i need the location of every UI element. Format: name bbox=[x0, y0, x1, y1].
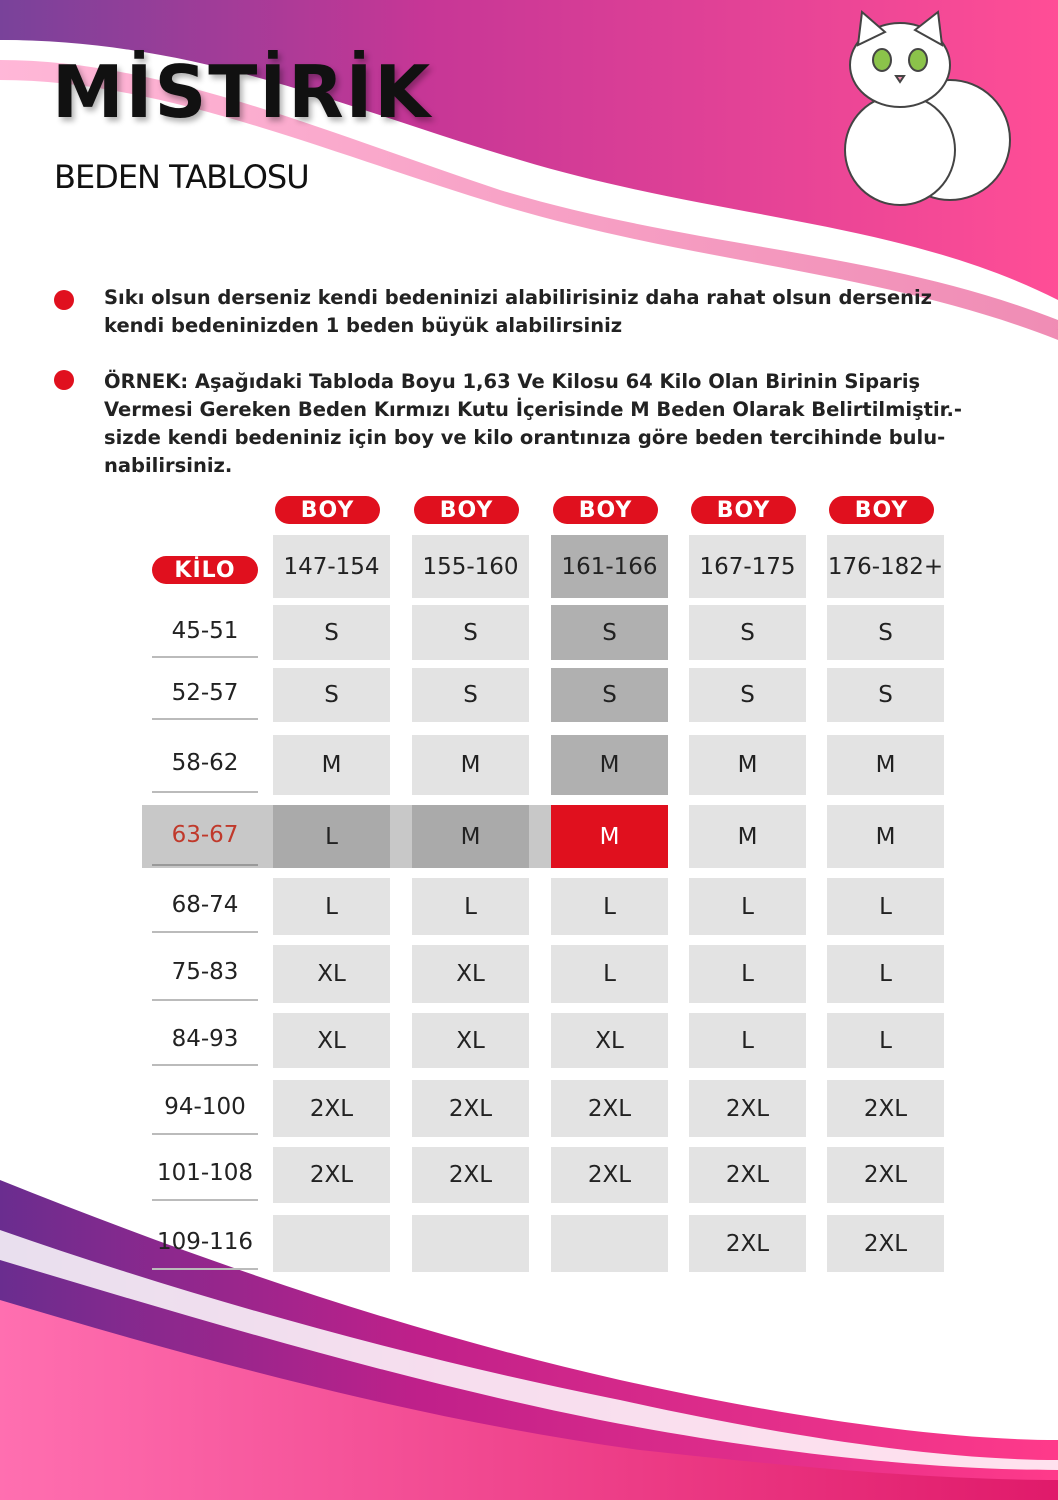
kilo-range: 45-51 bbox=[152, 605, 258, 658]
size-cell: S bbox=[551, 605, 668, 660]
size-cell: 2XL bbox=[827, 1147, 944, 1203]
kilo-range: 63-67 bbox=[152, 805, 258, 866]
size-cell: S bbox=[551, 668, 668, 722]
note: ÖRNEK: Aşağıdaki Tabloda Boyu 1,63 Ve Ki… bbox=[104, 370, 963, 477]
size-cell: L bbox=[273, 805, 390, 868]
boy-label: BOY bbox=[414, 496, 519, 524]
kilo-label: KİLO bbox=[152, 556, 258, 584]
size-cell: M bbox=[412, 805, 529, 868]
size-cell bbox=[551, 1215, 668, 1272]
boy-label: BOY bbox=[275, 496, 380, 524]
size-cell: S bbox=[689, 605, 806, 660]
size-cell: S bbox=[412, 668, 529, 722]
boy-label: BOY bbox=[691, 496, 796, 524]
size-cell: M bbox=[827, 735, 944, 795]
size-cell: 2XL bbox=[689, 1147, 806, 1203]
size-cell: S bbox=[412, 605, 529, 660]
kilo-range: 58-62 bbox=[152, 735, 258, 793]
size-cell: L bbox=[689, 878, 806, 935]
bullet bbox=[54, 290, 74, 310]
size-cell: L bbox=[551, 878, 668, 935]
kilo-range: 75-83 bbox=[152, 945, 258, 1001]
size-cell: L bbox=[827, 1013, 944, 1068]
kilo-range: 109-116 bbox=[152, 1215, 258, 1270]
kilo-range: 68-74 bbox=[152, 878, 258, 933]
note: Sıkı olsun derseniz kendi bedeninizi ala… bbox=[104, 286, 933, 337]
size-cell: 2XL bbox=[273, 1147, 390, 1203]
size-cell bbox=[412, 1215, 529, 1272]
size-cell: 2XL bbox=[412, 1147, 529, 1203]
size-cell: L bbox=[689, 945, 806, 1003]
size-cell: M bbox=[827, 805, 944, 868]
size-cell: S bbox=[827, 605, 944, 660]
size-cell: 2XL bbox=[412, 1080, 529, 1137]
size-cell: XL bbox=[551, 1013, 668, 1068]
brand-title: MİSTİRİK bbox=[52, 50, 433, 134]
size-cell: XL bbox=[412, 945, 529, 1003]
size-cell: 2XL bbox=[551, 1147, 668, 1203]
size-cell: L bbox=[412, 878, 529, 935]
height-header: 161-166 bbox=[551, 535, 668, 598]
size-cell: S bbox=[273, 668, 390, 722]
subtitle: BEDEN TABLOSU bbox=[54, 158, 310, 196]
size-cell: L bbox=[827, 878, 944, 935]
cat-illustration bbox=[844, 10, 1011, 206]
size-cell: M bbox=[689, 735, 806, 795]
size-cell: 2XL bbox=[827, 1215, 944, 1272]
size-cell: M bbox=[273, 735, 390, 795]
size-cell: XL bbox=[412, 1013, 529, 1068]
size-cell: 2XL bbox=[689, 1215, 806, 1272]
size-cell: S bbox=[827, 668, 944, 722]
size-cell: 2XL bbox=[551, 1080, 668, 1137]
size-cell: M bbox=[551, 805, 668, 868]
bullet bbox=[54, 370, 74, 390]
size-cell: XL bbox=[273, 1013, 390, 1068]
height-header: 167-175 bbox=[689, 535, 806, 598]
boy-label: BOY bbox=[829, 496, 934, 524]
size-cell: 2XL bbox=[273, 1080, 390, 1137]
size-cell: XL bbox=[273, 945, 390, 1003]
size-cell: S bbox=[273, 605, 390, 660]
size-cell: L bbox=[273, 878, 390, 935]
height-header: 155-160 bbox=[412, 535, 529, 598]
height-header: 176-182+ bbox=[827, 535, 944, 598]
size-cell: 2XL bbox=[827, 1080, 944, 1137]
boy-label: BOY bbox=[553, 496, 658, 524]
size-cell: M bbox=[551, 735, 668, 795]
size-cell: L bbox=[689, 1013, 806, 1068]
size-cell bbox=[273, 1215, 390, 1272]
size-cell: M bbox=[412, 735, 529, 795]
kilo-range: 94-100 bbox=[152, 1080, 258, 1135]
kilo-range: 101-108 bbox=[152, 1147, 258, 1201]
height-header: 147-154 bbox=[273, 535, 390, 598]
size-cell: L bbox=[551, 945, 668, 1003]
size-cell: 2XL bbox=[689, 1080, 806, 1137]
kilo-range: 52-57 bbox=[152, 668, 258, 720]
size-cell: S bbox=[689, 668, 806, 722]
size-cell: M bbox=[689, 805, 806, 868]
size-cell: L bbox=[827, 945, 944, 1003]
kilo-range: 84-93 bbox=[152, 1013, 258, 1066]
